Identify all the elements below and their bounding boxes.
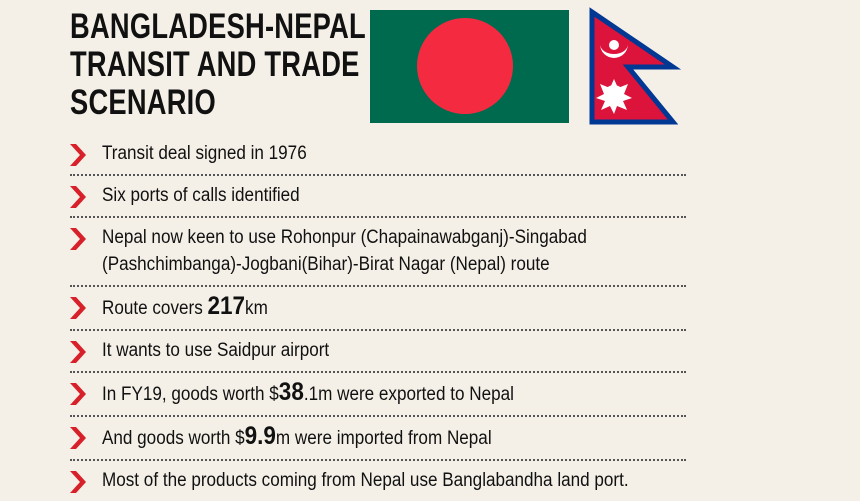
bullet-list: Transit deal signed in 1976 Six ports of … (70, 134, 686, 501)
bullet-item: In FY19, goods worth $38.1m were exporte… (70, 373, 686, 417)
text: m were imported from Nepal (275, 428, 492, 449)
title-line: SCENARIO (70, 83, 216, 122)
text: Most of the products coming from Nepal u… (102, 470, 629, 491)
item-line: In FY19, goods worth $38.1m were exporte… (102, 379, 628, 408)
text: Transit deal signed in 1976 (102, 143, 307, 164)
text: .1m were exported to Nepal (303, 384, 514, 405)
item-line: Route covers 217km (102, 293, 628, 322)
chevron (70, 383, 86, 405)
bullet-item: Most of the products coming from Nepal u… (70, 461, 686, 501)
bullet-item: Six ports of calls identified (70, 176, 686, 218)
item-line: And goods worth $9.9m were imported from… (102, 423, 628, 452)
item-line: Nepal now keen to use Rohonpur (Chapaina… (102, 224, 628, 251)
item-line: Most of the products coming from Nepal u… (102, 467, 629, 494)
chevron (70, 341, 86, 363)
text: Route covers (102, 298, 208, 319)
text: (Pashchimbanga)-Jogbani(Bihar)-Birat Nag… (102, 254, 550, 275)
chevron (70, 144, 86, 166)
emphasis: 9.9 (244, 422, 276, 450)
title-line: TRANSIT AND TRADE (70, 45, 360, 84)
flags (370, 7, 682, 125)
text: It wants to use Saidpur airport (102, 340, 330, 361)
item-line: It wants to use Saidpur airport (102, 337, 628, 364)
chevron (70, 427, 86, 449)
chevron (70, 297, 86, 319)
emphasis: 217 (207, 292, 246, 320)
bullet-item: It wants to use Saidpur airport (70, 331, 686, 373)
chevron (70, 186, 86, 208)
title-line: BANGLADESH-NEPAL (70, 7, 366, 46)
bangladesh-flag (370, 10, 569, 123)
bullet-item: Transit deal signed in 1976 (70, 134, 686, 176)
bullet-item: And goods worth $9.9m were imported from… (70, 417, 686, 461)
emphasis: 38 (278, 378, 304, 406)
bullet-item: Route covers 217km (70, 287, 686, 331)
item-line: (Pashchimbanga)-Jogbani(Bihar)-Birat Nag… (102, 251, 628, 278)
chevron (70, 228, 86, 250)
chevron (70, 471, 86, 493)
item-line: Six ports of calls identified (102, 182, 628, 209)
bullet-item: Nepal now keen to use Rohonpur (Chapaina… (70, 218, 686, 287)
text: Six ports of calls identified (102, 185, 300, 206)
item-line: Transit deal signed in 1976 (102, 140, 628, 167)
text: And goods worth $ (102, 428, 245, 449)
page: BANGLADESH-NEPAL TRANSIT AND TRADE SCENARI… (70, 7, 686, 493)
text: km (245, 298, 268, 319)
title: BANGLADESH-NEPAL TRANSIT AND TRADE SCENARI… (70, 8, 366, 122)
text: Nepal now keen to use Rohonpur (Chapaina… (102, 227, 587, 248)
text: In FY19, goods worth $ (102, 384, 279, 405)
nepal-flag (589, 7, 682, 125)
